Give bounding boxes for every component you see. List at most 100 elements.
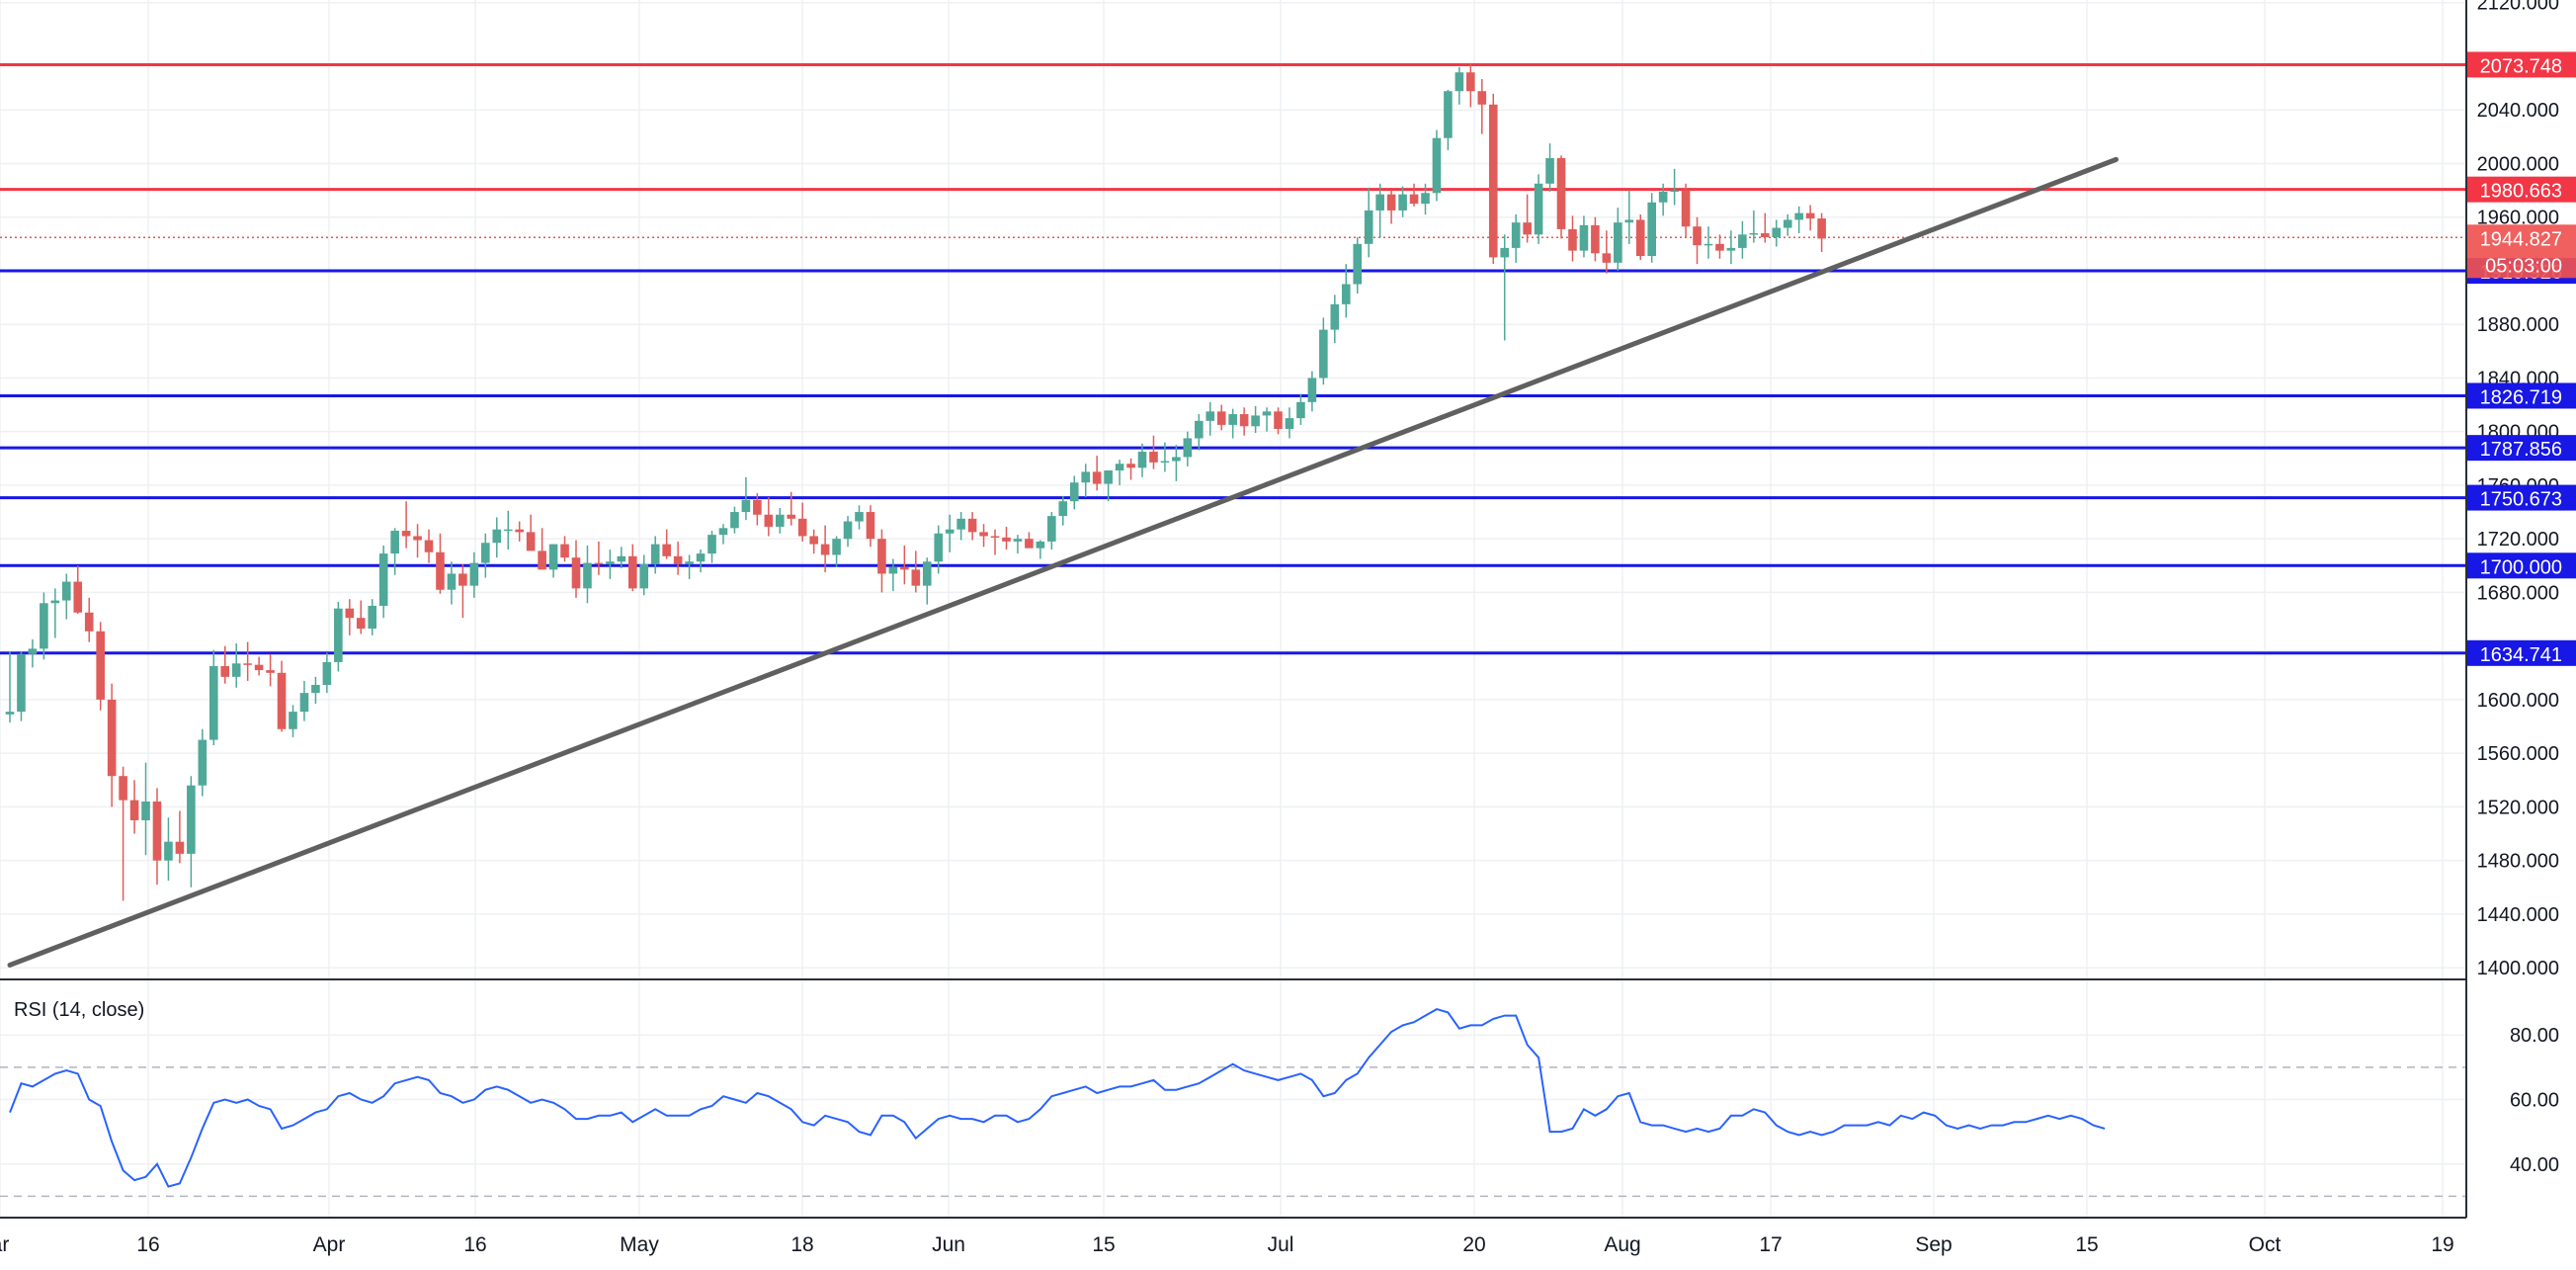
candle-body (787, 514, 796, 519)
time-tick-label: 15 (2075, 1233, 2098, 1256)
candle-body (594, 562, 604, 565)
rsi-title[interactable]: RSI (14, close) (14, 999, 144, 1021)
level-tag-label: 1826.719 (2480, 386, 2562, 408)
candle-body (1115, 464, 1124, 471)
candle-body (1454, 72, 1464, 92)
candle-body (1738, 234, 1747, 248)
candle-body (1568, 228, 1577, 251)
price-axis[interactable]: 2120.000 2040.000 2000.000 1960.000 1880.000… (2465, 0, 2576, 1218)
candle-body (617, 555, 626, 562)
candle-body (1579, 224, 1589, 251)
candle-body (1274, 411, 1283, 429)
candle-body (1602, 253, 1612, 263)
time-tick-label: Aug (1604, 1233, 1640, 1256)
level-tag-label: 1750.673 (2480, 489, 2562, 511)
time-tick-label: Oct (2249, 1233, 2282, 1256)
price-tick-label: 2000.000 (2477, 153, 2559, 175)
candle-body (945, 529, 955, 534)
candle-body (1511, 222, 1521, 248)
candle-body (718, 528, 728, 536)
rsi-grid (0, 1034, 2465, 1165)
candle-body (1364, 210, 1373, 244)
candle-body (129, 800, 139, 820)
candle-body (1195, 420, 1204, 439)
candle-body (1319, 329, 1328, 379)
candle-body (1772, 227, 1782, 238)
candle-body (606, 561, 615, 564)
rsi-pane[interactable]: RSI (14, close) (0, 999, 2465, 1198)
candle-body (730, 512, 739, 529)
candle-body (378, 553, 388, 606)
time-axis[interactable]: ar 16 Apr 16 May 18 Jun 15 Jul 20 Aug 17 Sep 15 Oct 19 (0, 1217, 2466, 1256)
candle-body (40, 603, 48, 649)
candle-body (1375, 194, 1384, 211)
level-tag-label: 1980.663 (2480, 181, 2562, 203)
time-tick-label: 15 (1092, 1233, 1115, 1256)
candle-body (1477, 91, 1487, 105)
rsi-line (9, 1008, 2106, 1188)
candle-body (662, 544, 671, 556)
candle-body (1556, 158, 1566, 229)
candle-body (900, 566, 909, 570)
price-tick-label: 1400.000 (2477, 958, 2559, 979)
candle-body (1002, 537, 1011, 542)
time-tick-label: Apr (313, 1233, 346, 1256)
time-tick-label: 16 (463, 1233, 486, 1256)
candle-body (1658, 191, 1668, 203)
candle-body (436, 551, 445, 590)
candle-body (1251, 415, 1260, 427)
candle-body (220, 666, 230, 677)
time-tick-labels: ar 16 Apr 16 May 18 Jun 15 Jul 20 Aug 17 Sep 15 Oct 19 (0, 1233, 2454, 1256)
candle-body (1647, 202, 1656, 257)
candle-body (334, 608, 343, 662)
price-tick-label: 1880.000 (2477, 314, 2559, 336)
candle-body (832, 539, 841, 555)
candle-body (911, 569, 921, 586)
candle-body (1149, 452, 1158, 463)
candle-body (685, 561, 694, 564)
countdown-label: 05:03:00 (2485, 255, 2562, 277)
candle-body (266, 670, 275, 673)
time-tick-label: 17 (1759, 1233, 1782, 1256)
candle-body (503, 529, 513, 532)
candle-body (934, 533, 944, 562)
candle-body (1341, 284, 1351, 304)
trendline[interactable] (7, 156, 2119, 968)
candle-body (1330, 303, 1340, 330)
candle-body (1058, 501, 1068, 517)
candle-body (571, 557, 581, 589)
candle-body (413, 536, 422, 541)
candle-body (96, 631, 105, 700)
candle-body (401, 531, 411, 537)
candle-body (1239, 414, 1249, 427)
price-grid (0, 0, 2465, 1218)
level-tag-label: 1634.741 (2480, 644, 2562, 666)
candle-body (1523, 222, 1532, 235)
candle-body (1160, 461, 1170, 464)
price-tick-label: 1440.000 (2477, 904, 2559, 926)
candle-body (1715, 243, 1724, 251)
level-tag (2467, 639, 2576, 666)
candle-body (164, 841, 173, 861)
candle-body (254, 664, 264, 671)
candle-body (1421, 193, 1430, 205)
candle-body (141, 801, 150, 820)
price-pane[interactable] (0, 0, 2466, 1218)
candle-body (753, 499, 762, 515)
time-tick-label: 16 (136, 1233, 159, 1256)
candle-body (1817, 218, 1826, 239)
candle-body (62, 581, 71, 601)
level-tag (2467, 51, 2576, 78)
candle-body (1104, 470, 1113, 484)
candle-body (492, 529, 502, 544)
candle-body (673, 555, 683, 564)
candle-body (526, 532, 536, 551)
candle-body (50, 600, 60, 604)
level-tag-label: 1700.000 (2480, 556, 2562, 578)
candle-body (289, 712, 297, 729)
candle-body (650, 544, 660, 564)
candle-body (855, 512, 864, 522)
candle-body (447, 573, 457, 590)
